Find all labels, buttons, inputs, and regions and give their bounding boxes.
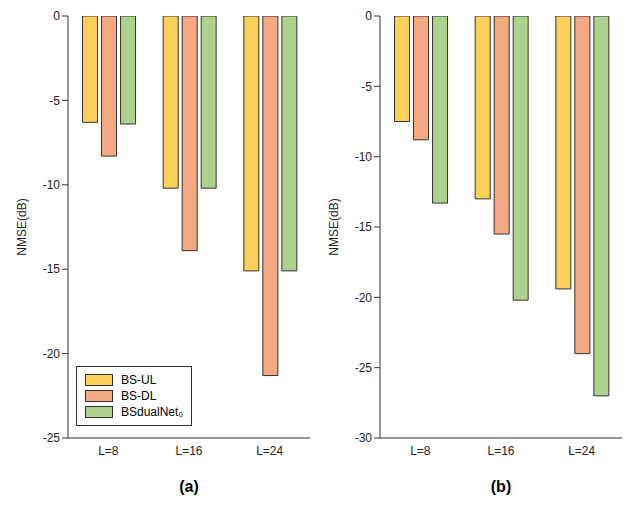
html-text:BS-UL: BS-UL bbox=[121, 373, 157, 387]
svg-text:L=24: L=24 bbox=[256, 444, 283, 458]
svg-text:NMSE(dB): NMSE(dB) bbox=[327, 198, 341, 255]
svg-text:-15: -15 bbox=[355, 220, 373, 234]
html-text:BSdualNet₀: BSdualNet₀ bbox=[121, 405, 184, 419]
svg-text:L=24: L=24 bbox=[568, 444, 595, 458]
svg-text:-5: -5 bbox=[361, 80, 372, 94]
svg-text:L=16: L=16 bbox=[175, 444, 202, 458]
svg-text:-20: -20 bbox=[355, 291, 373, 305]
svg-text:-20: -20 bbox=[43, 347, 61, 361]
svg-text:-5: -5 bbox=[49, 94, 60, 108]
html-text:(a): (a) bbox=[179, 478, 199, 495]
svg-text:-15: -15 bbox=[43, 262, 61, 276]
svg-text:NMSE(dB): NMSE(dB) bbox=[15, 198, 29, 255]
svg-text:L=8: L=8 bbox=[410, 444, 431, 458]
svg-text:-25: -25 bbox=[355, 361, 373, 375]
svg-text:0: 0 bbox=[53, 9, 60, 23]
svg-text:-10: -10 bbox=[43, 178, 61, 192]
svg-text:L=16: L=16 bbox=[487, 444, 514, 458]
svg-text:-30: -30 bbox=[355, 431, 373, 445]
html-text:BS-DL: BS-DL bbox=[121, 389, 157, 403]
svg-text:0: 0 bbox=[365, 9, 372, 23]
svg-text:L=8: L=8 bbox=[98, 444, 119, 458]
svg-text:-25: -25 bbox=[43, 431, 61, 445]
svg-text:-10: -10 bbox=[355, 150, 373, 164]
html-text:(b): (b) bbox=[490, 478, 512, 495]
